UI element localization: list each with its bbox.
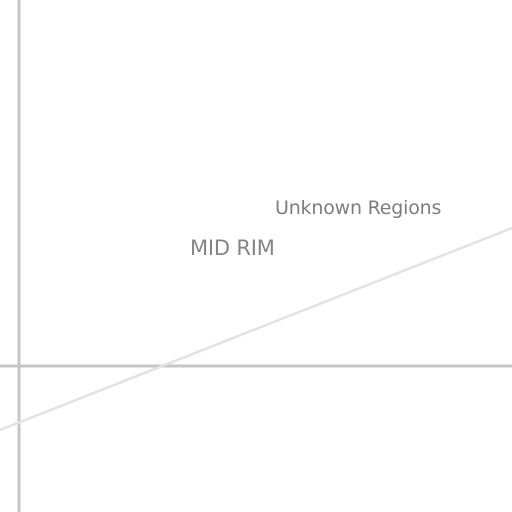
region-label-unknown-regions: Unknown Regions: [275, 197, 442, 219]
region-label-mid-rim: MID RIM: [190, 236, 275, 260]
diagonal-route-line: [0, 226, 512, 432]
